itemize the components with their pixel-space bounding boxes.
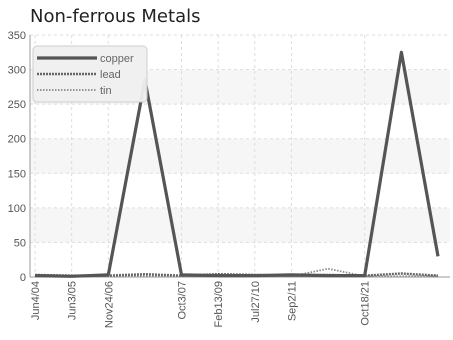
y-tick-label: 350 — [8, 30, 26, 42]
legend-label-copper: copper — [100, 53, 134, 65]
legend: copper lead tin — [32, 45, 148, 103]
plot-band — [30, 104, 450, 139]
x-tick-label: Sep2/11 — [286, 281, 298, 321]
y-tick-label: 150 — [8, 168, 26, 180]
x-tick-label: Oct3/07 — [177, 281, 189, 320]
legend-label-lead: lead — [100, 69, 121, 81]
plot-band — [30, 138, 450, 174]
series-line-copper — [34, 50, 440, 278]
y-tick-label: 50 — [14, 237, 26, 249]
y-tick-label: 250 — [8, 99, 26, 111]
plot-band — [30, 242, 450, 277]
series-lines — [34, 50, 440, 278]
y-tick-label: 200 — [8, 134, 26, 146]
y-tick-label: 300 — [8, 65, 26, 77]
x-tick-label: Jun3/05 — [67, 281, 79, 320]
x-tick-label: Jul27/10 — [250, 281, 262, 323]
x-tick-label: Oct18/21 — [360, 281, 372, 326]
plot-band — [30, 173, 450, 208]
tick-labels: 0 50 100 150 200 250 300 350 Jun4/04 Jun3/05 Nov24… — [8, 30, 372, 328]
plot-band — [30, 207, 450, 243]
x-tick-label: Jun4/04 — [30, 281, 42, 320]
chart-title: Non-ferrous Metals — [30, 6, 201, 27]
x-tick-label: Feb13/09 — [213, 281, 225, 327]
x-tick-label: Nov24/06 — [103, 281, 115, 328]
legend-label-tin: tin — [100, 85, 112, 97]
y-tick-label: 0 — [20, 272, 26, 284]
y-tick-label: 100 — [8, 203, 26, 215]
